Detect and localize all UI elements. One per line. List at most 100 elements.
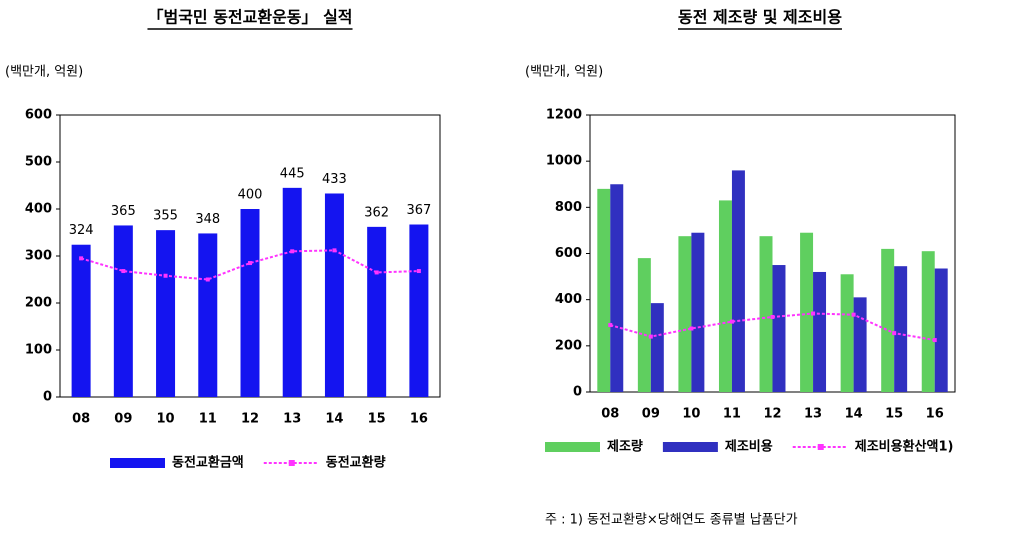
bar [853,297,867,392]
bar [324,193,344,397]
legend-label: 제조비용환산액1) [855,439,954,455]
bar [637,258,651,392]
bar [840,274,854,392]
note: 주 : 1) 동전교환량×당해연도 종류별 납품단가 [545,513,798,528]
bar [718,200,732,392]
line-marker [892,331,897,336]
bar [731,170,745,392]
x-tick-label: 12 [763,407,781,422]
legend-label: 제조비용 [725,439,773,455]
chart-title: 「범국민 동전교환운동」 실적 [147,8,352,27]
y-tick-label: 200 [555,338,582,353]
x-tick-label: 14 [845,407,863,422]
x-tick-label: 08 [72,412,90,427]
y-tick-label: 400 [555,292,582,307]
y-tick-label: 600 [555,246,582,261]
data-label: 362 [364,205,389,220]
legend-swatch [110,458,165,468]
line-marker [374,270,379,275]
line-marker [851,312,856,317]
x-tick-label: 11 [199,412,217,427]
x-tick-label: 09 [114,412,132,427]
legend-marker [288,460,295,466]
bar [800,232,814,392]
data-label: 400 [238,188,263,203]
line-marker [729,319,734,324]
line-marker [648,334,653,339]
y-tick-label: 0 [573,385,582,400]
bar [650,303,664,392]
y-tick-label: 400 [25,202,52,217]
bar [71,244,91,397]
y-tick-label: 100 [25,343,52,358]
bar [934,268,948,392]
bar [409,224,429,397]
unit-label: (백만개, 억원) [5,65,83,80]
x-tick-label: 16 [410,412,428,427]
unit-label: (백만개, 억원) [525,65,603,80]
x-tick-label: 10 [157,412,175,427]
line-marker [290,249,295,254]
x-tick-label: 13 [283,412,301,427]
y-tick-label: 200 [25,296,52,311]
line-marker [416,269,421,274]
line-marker [121,269,126,274]
legend-swatch [545,442,600,452]
bar [610,184,624,392]
bar [240,209,260,397]
legend-label: 동전교환금액 [172,455,244,471]
line-marker [163,273,168,278]
bar [198,233,218,397]
data-label: 445 [280,166,305,181]
y-tick-label: 500 [25,155,52,170]
x-tick-label: 16 [926,407,944,422]
line-marker [932,338,937,343]
y-tick-label: 0 [43,390,52,405]
bar [367,226,387,397]
data-label: 365 [111,204,136,219]
bar [691,232,705,392]
data-label: 433 [322,172,347,187]
x-tick-label: 15 [885,407,903,422]
bar [881,248,895,392]
y-tick-label: 800 [555,200,582,215]
legend-swatch [662,442,718,452]
y-tick-label: 300 [25,249,52,264]
data-label: 367 [406,203,431,218]
x-tick-label: 11 [723,407,741,422]
line-marker [770,314,775,319]
x-tick-label: 13 [804,407,822,422]
bar [282,187,302,397]
data-label: 348 [195,212,220,227]
y-tick-label: 1000 [546,154,582,169]
x-tick-label: 14 [325,412,343,427]
bar [772,265,786,392]
x-tick-label: 12 [241,412,259,427]
line-marker [79,256,84,261]
line-marker [205,277,210,282]
line-marker [248,261,252,266]
legend-marker [817,444,824,450]
chart-title: 동전 제조량 및 제조비용 [678,8,842,27]
line-marker [332,248,337,253]
data-label: 324 [69,223,94,238]
y-tick-label: 1200 [546,108,582,123]
legend-label: 동전교환량 [326,455,386,471]
line-marker [689,326,694,331]
legend-label: 제조량 [607,440,643,455]
x-tick-label: 10 [682,407,700,422]
bar [894,266,908,392]
data-label: 355 [153,209,178,224]
bar [113,225,133,397]
line [80,249,419,281]
x-tick-label: 08 [601,407,619,422]
bar [156,230,176,397]
line-marker [608,323,613,328]
line-marker [811,311,816,316]
y-tick-label: 600 [25,108,52,123]
bar [813,271,827,392]
bar [597,188,611,392]
bar [759,236,773,392]
bar [678,236,692,392]
